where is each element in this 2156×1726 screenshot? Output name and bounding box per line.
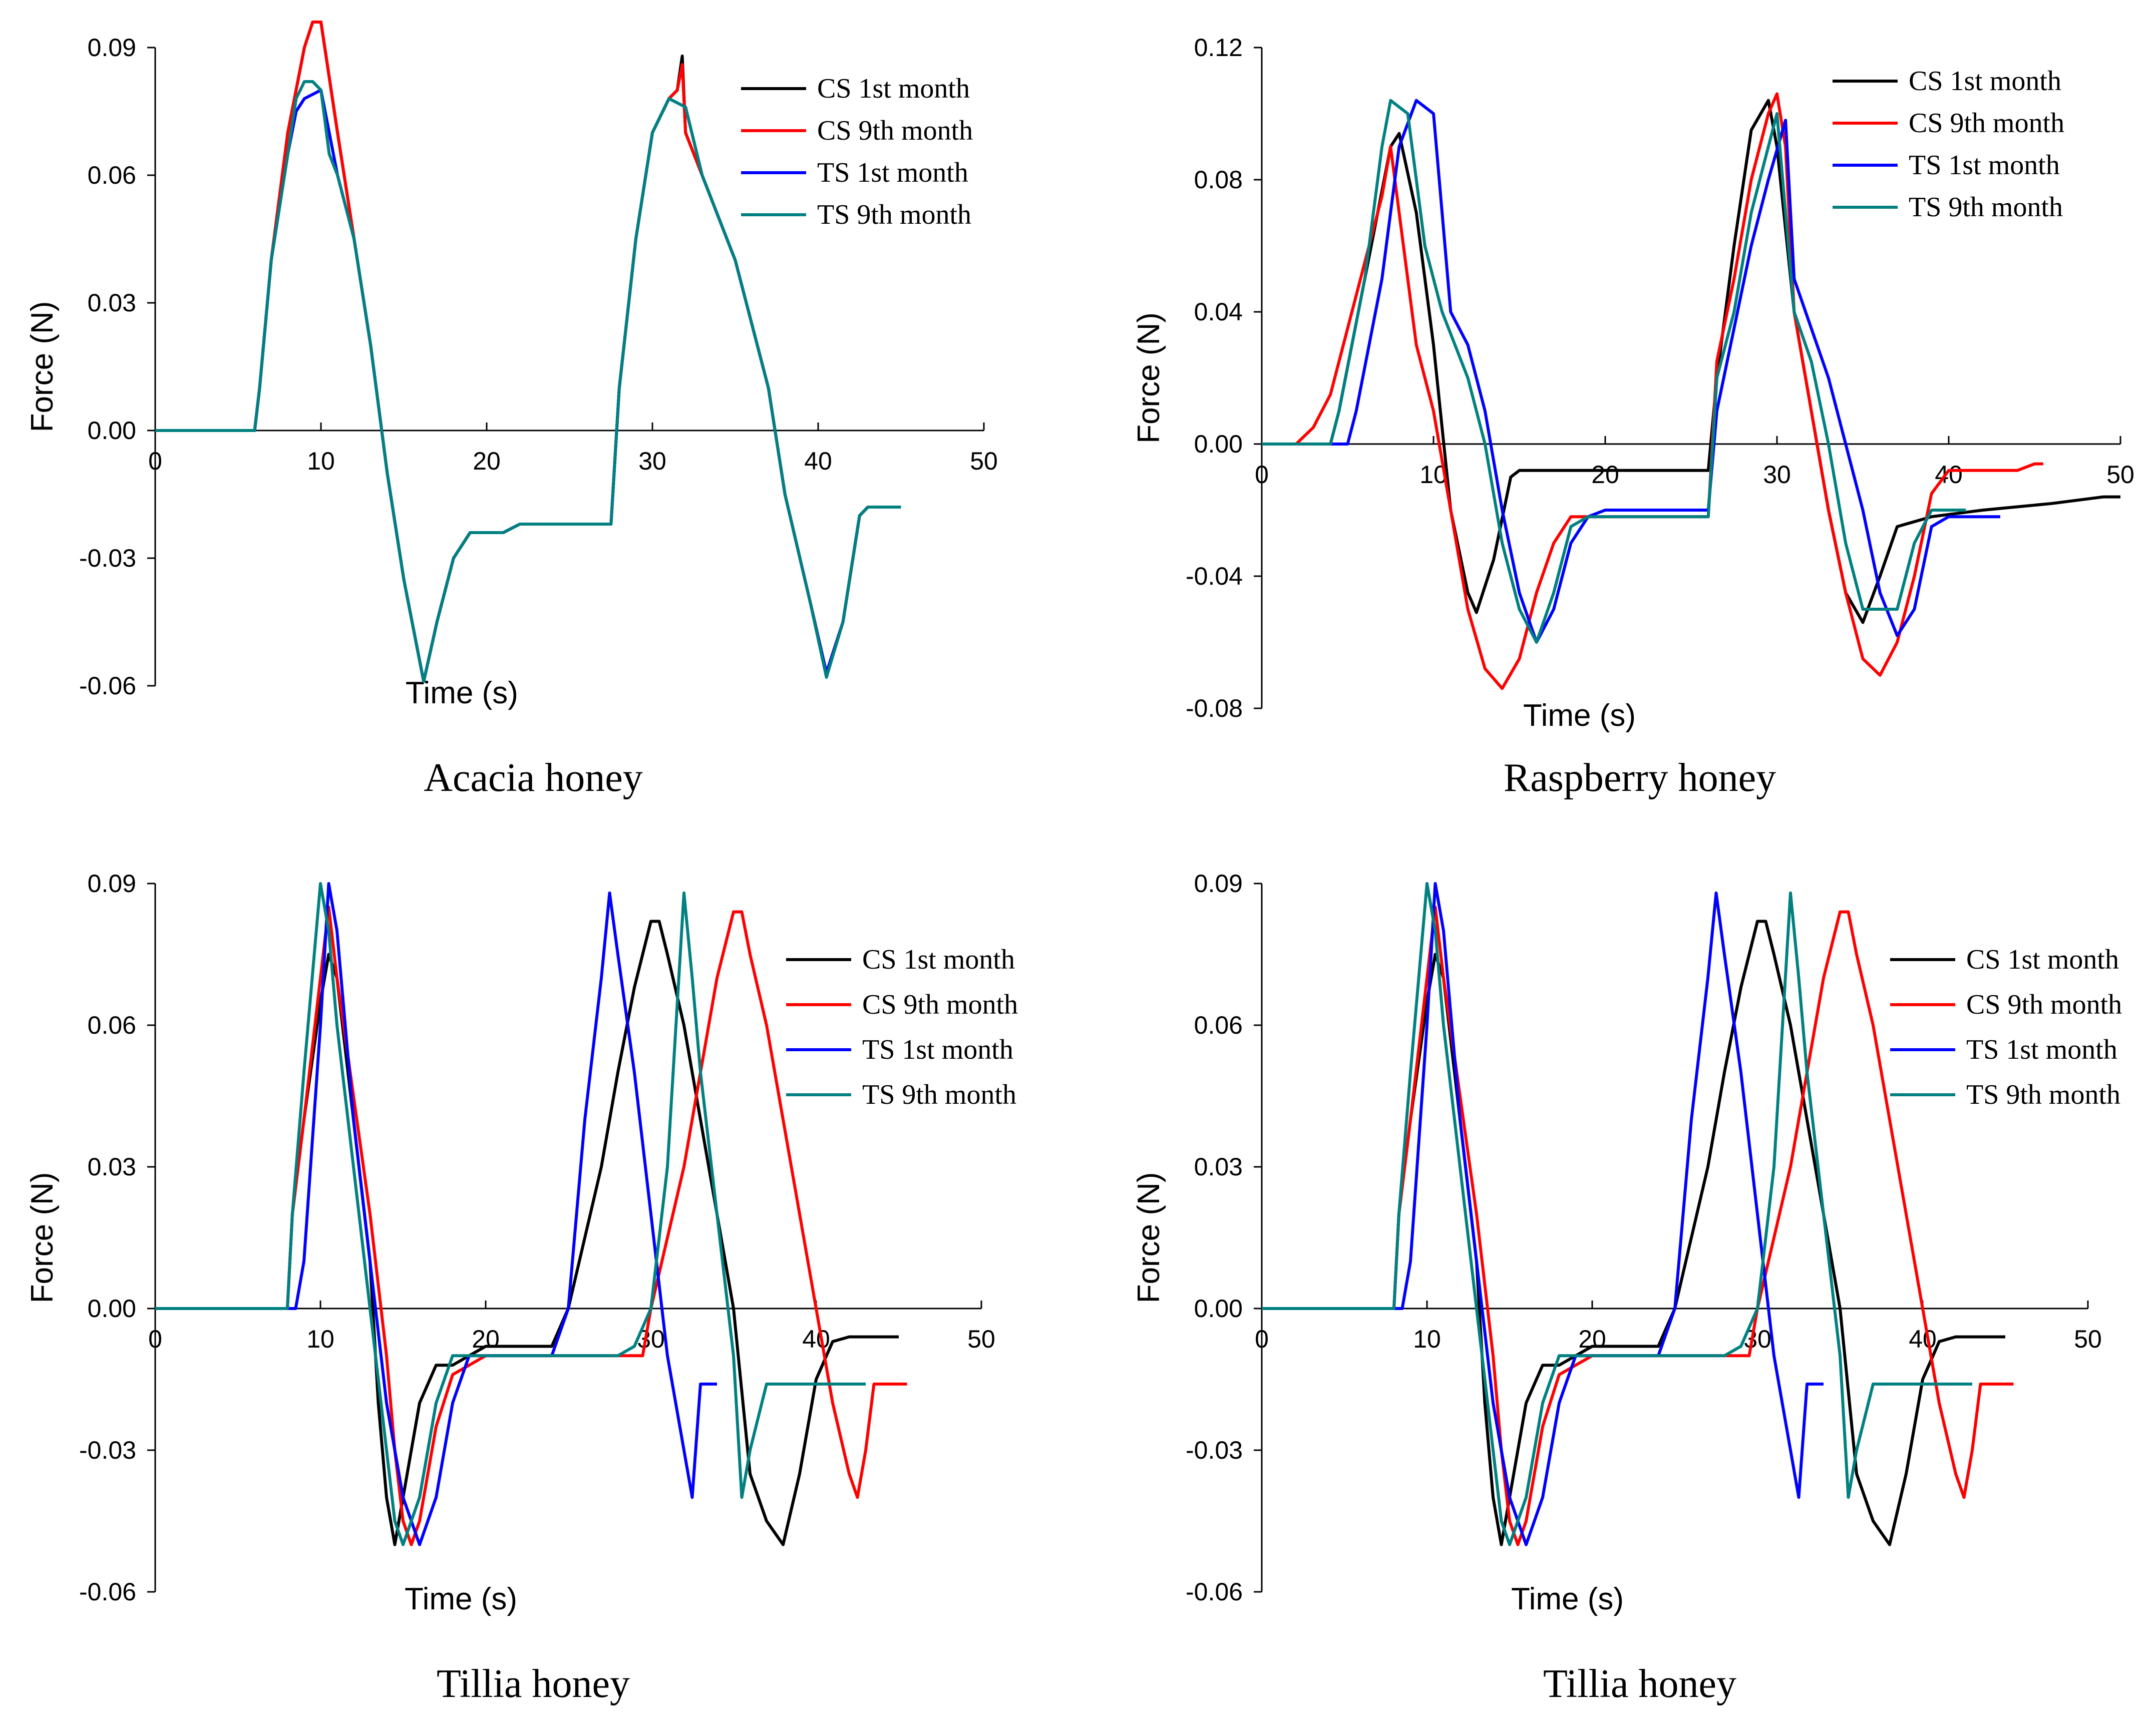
y-tick-label: 0.03	[88, 1153, 136, 1181]
y-tick-label: -0.03	[1186, 1436, 1243, 1464]
legend-label: TS 9th month	[862, 1079, 1016, 1110]
y-tick-label: -0.06	[1186, 1578, 1243, 1606]
y-tick-label: -0.04	[1186, 562, 1243, 590]
x-tick-label: 0	[148, 1325, 162, 1353]
series-line-ts-9th-month	[1262, 882, 1972, 1546]
y-tick-label: 0.00	[88, 416, 136, 445]
y-tick-label: 0.00	[88, 1295, 136, 1323]
panel-caption: Raspberry honey	[1504, 756, 1776, 800]
y-tick-label: -0.08	[1186, 694, 1243, 722]
y-tick-label: 0.09	[1194, 870, 1243, 898]
x-tick-label: 40	[802, 1325, 830, 1353]
panel-caption: Acacia honey	[424, 756, 643, 800]
series-line-ts-1st-month	[1262, 99, 2000, 644]
x-tick-label: 20	[473, 447, 501, 475]
chart-panel-1: -0.06 -0.03 0.00 0.03 0.06 0.09 0 10 20 30 40 50 For…	[25, 21, 998, 800]
series-line-cs-1st-month	[1262, 99, 2120, 624]
y-axis-label: Force (N)	[1132, 1172, 1166, 1304]
panel-caption: Tillia honey	[1543, 1662, 1736, 1706]
y-tick-label: 0.00	[1194, 430, 1243, 458]
legend-label: CS 9th month	[1909, 108, 2064, 139]
series-line-cs-1st-month	[1262, 920, 2005, 1546]
y-tick-label: 0.03	[88, 289, 136, 317]
y-tick-label: 0.03	[1194, 1153, 1243, 1181]
x-tick-label: 10	[306, 1325, 334, 1353]
y-tick-label: 0.06	[88, 161, 136, 189]
y-tick-label: 0.09	[88, 870, 136, 898]
legend-label: CS 1st month	[862, 944, 1015, 975]
y-tick-label: 0.12	[1194, 34, 1243, 62]
series-line-ts-9th-month	[155, 80, 901, 683]
legend-label: CS 9th month	[817, 115, 973, 146]
x-tick-label: 20	[1578, 1325, 1606, 1353]
x-tick-label: 30	[638, 447, 666, 475]
y-tick-label: 0.04	[1194, 298, 1243, 326]
legend: CS 1st month CS 9th month TS 1st month TS 9…	[1833, 66, 2064, 223]
chart-panel-4: -0.06-0.030.000.030.060.090 10 20 30 40 50For…	[1132, 870, 2122, 1706]
legend-label: CS 9th month	[862, 989, 1018, 1020]
legend: CS 1st month CS 9th month TS 1st month TS 9…	[1890, 944, 2122, 1110]
x-axis-label: Time (s)	[1511, 1582, 1624, 1616]
chart-panel-3: -0.06-0.030.000.030.060.090 10 20 30 40 50For…	[25, 870, 1018, 1706]
legend-label: TS 1st month	[1909, 150, 2060, 181]
series-line-ts-9th-month	[1262, 99, 1966, 644]
series-line-cs-9th-month	[155, 21, 901, 683]
x-tick-label: 20	[472, 1325, 500, 1353]
x-tick-label: 0	[148, 447, 162, 475]
y-axis-label: Force (N)	[1132, 312, 1166, 444]
y-tick-label: -0.03	[79, 544, 136, 572]
x-tick-label: 40	[804, 447, 832, 475]
legend-label: TS 9th month	[817, 199, 971, 230]
series-line-ts-1st-month	[1262, 882, 1824, 1546]
x-tick-label: 40	[1909, 1325, 1937, 1353]
y-tick-label: 0.09	[88, 34, 136, 62]
y-tick-label: 0.08	[1194, 166, 1243, 194]
x-axis-label: Time (s)	[1523, 698, 1636, 733]
y-tick-label: -0.03	[79, 1436, 136, 1464]
x-tick-label: 0	[1255, 1325, 1269, 1353]
x-tick-label: 0	[1255, 461, 1269, 489]
legend-label: TS 9th month	[1966, 1079, 2120, 1110]
legend: CS 1st month CS 9th month TS 1st month TS 9…	[786, 944, 1018, 1110]
series-line-ts-1st-month	[155, 89, 901, 683]
y-tick-label: -0.06	[79, 672, 136, 700]
x-tick-label: 10	[307, 447, 335, 475]
x-tick-label: 50	[2106, 461, 2134, 489]
x-tick-label: 50	[967, 1325, 995, 1353]
y-tick-label: 0.00	[1194, 1295, 1243, 1323]
x-axis-label: Time (s)	[405, 1582, 517, 1616]
x-tick-label: 20	[1591, 461, 1619, 489]
series-line-cs-9th-month	[1262, 92, 2043, 690]
panel-caption: Tillia honey	[437, 1662, 630, 1706]
legend-label: TS 1st month	[1966, 1034, 2117, 1065]
series-line-cs-9th-month	[155, 906, 907, 1546]
legend: CS 1st month CS 9th month TS 1st month TS 9…	[741, 73, 973, 230]
series-line-cs-1st-month	[155, 920, 899, 1546]
legend-label: CS 9th month	[1966, 989, 2122, 1020]
series-line-ts-1st-month	[155, 882, 717, 1546]
y-tick-label: 0.06	[1194, 1011, 1243, 1039]
x-tick-label: 10	[1413, 1325, 1441, 1353]
legend-label: TS 1st month	[862, 1034, 1013, 1065]
y-axis-label: Force (N)	[25, 1172, 60, 1304]
legend-label: CS 1st month	[1909, 66, 2061, 97]
series-line-ts-9th-month	[155, 882, 866, 1546]
y-axis-label: Force (N)	[25, 301, 60, 433]
x-tick-label: 50	[970, 447, 998, 475]
legend-label: CS 1st month	[1966, 944, 2119, 975]
y-tick-label: -0.06	[79, 1578, 136, 1606]
y-tick-label: 0.06	[88, 1011, 136, 1039]
x-tick-label: 30	[1763, 461, 1791, 489]
chart-panel-2: -0.08-0.040.000.040.080.120 10 20 30 40 50For…	[1132, 34, 2134, 800]
series-line-cs-9th-month	[1262, 906, 2014, 1546]
legend-label: CS 1st month	[817, 73, 970, 104]
series-line-cs-1st-month	[155, 21, 901, 683]
x-tick-label: 50	[2074, 1325, 2102, 1353]
legend-label: TS 1st month	[817, 157, 968, 188]
legend-label: TS 9th month	[1909, 192, 2063, 223]
